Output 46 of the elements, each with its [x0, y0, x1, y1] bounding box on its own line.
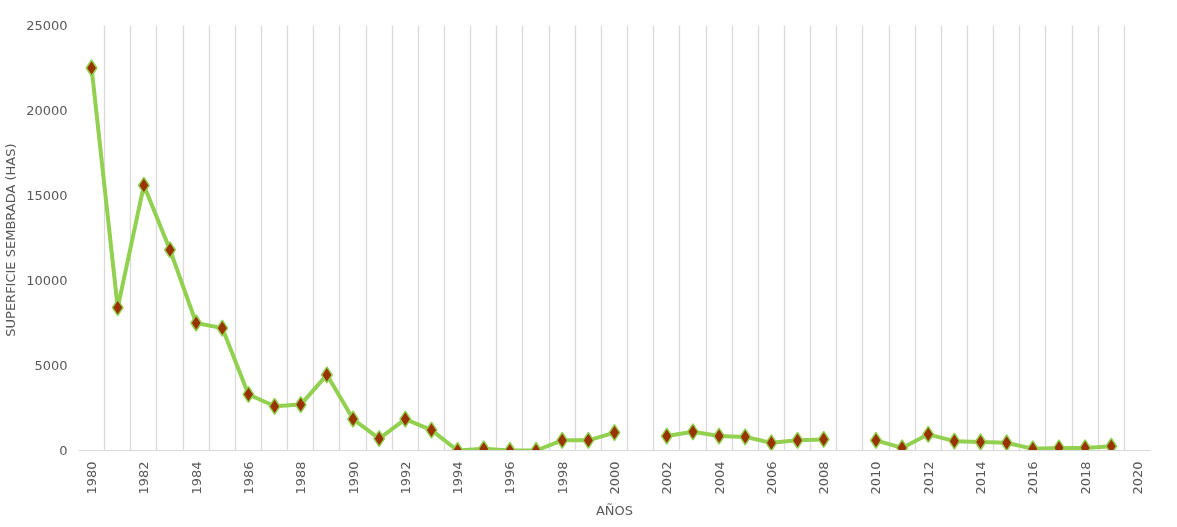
point	[163, 241, 177, 259]
x-tick-label: 1998	[554, 461, 570, 495]
x-tick-label: 1990	[345, 461, 361, 495]
point	[216, 319, 229, 337]
point	[190, 314, 203, 332]
x-tick-label: 2012	[920, 461, 936, 495]
point	[346, 410, 360, 428]
x-tick-label: 1988	[293, 461, 309, 495]
x-tick-label: 2004	[711, 461, 727, 495]
point	[739, 428, 752, 446]
x-tick-label: 2006	[763, 461, 779, 495]
x-tick-label: 1994	[450, 461, 466, 495]
point	[948, 432, 961, 450]
y-tick-label: 20000	[26, 103, 68, 118]
x-tick-label: 1980	[84, 461, 100, 495]
x-tick-label: 1992	[397, 461, 413, 495]
x-axis-title: AÑOS	[595, 502, 634, 518]
x-tick-label: 1984	[188, 461, 204, 495]
x-tick-label: 2008	[816, 461, 832, 495]
x-tick-label: 1986	[240, 461, 256, 495]
x-tick-label: 2010	[868, 461, 884, 495]
point	[974, 433, 987, 451]
point	[425, 421, 438, 439]
point	[765, 434, 778, 451]
y-tick-label: 0	[59, 443, 68, 458]
y-axis-title: SUPERFICIE SEMBRADA (HAS)	[3, 143, 19, 337]
x-tick-label: 2018	[1077, 461, 1093, 495]
x-tick-label: 1996	[502, 461, 518, 495]
point	[686, 423, 700, 441]
point	[713, 427, 726, 445]
y-tick-label: 15000	[26, 188, 68, 203]
point	[320, 366, 333, 384]
point	[869, 431, 883, 450]
y-tick-label: 5000	[34, 358, 68, 373]
point	[1000, 434, 1013, 451]
point	[399, 410, 412, 428]
x-tick-label: 2016	[1025, 461, 1041, 495]
y-tick-label: 25000	[26, 18, 68, 33]
y-tick-label: 10000	[26, 273, 68, 288]
x-tick-label: 2020	[1129, 461, 1145, 495]
x-tick-label: 2002	[659, 461, 675, 495]
x-tick-label: 2000	[607, 461, 622, 495]
x-tick-label: 2014	[973, 461, 989, 495]
point	[85, 59, 98, 77]
x-tick-label: 1982	[136, 461, 152, 495]
point	[660, 427, 673, 445]
